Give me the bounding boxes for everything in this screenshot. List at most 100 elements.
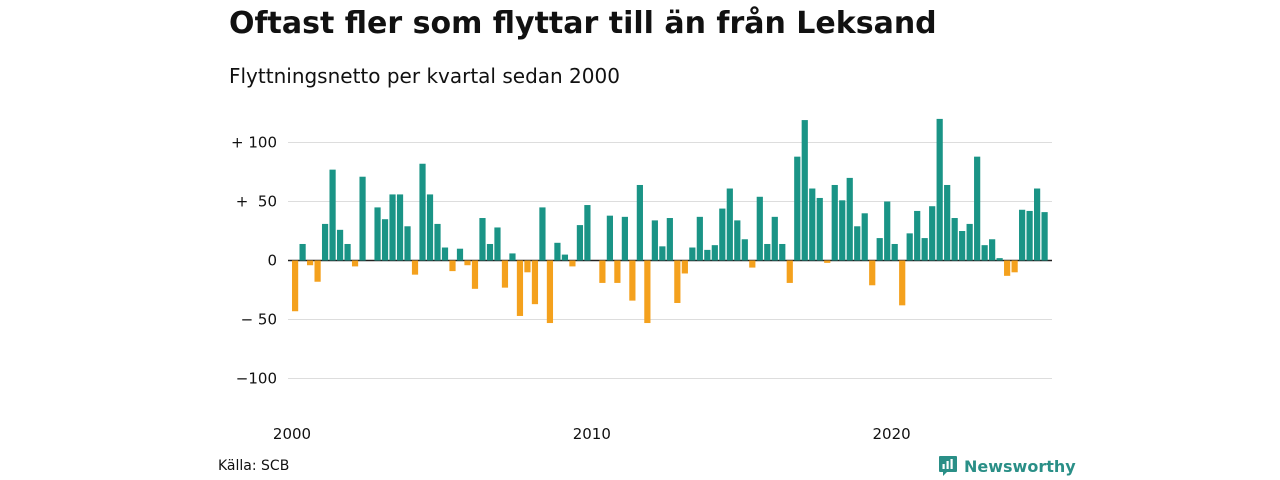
bar [981,245,988,261]
x-tick-label: 2010 [573,425,611,443]
bar [471,260,479,289]
bar [599,260,606,283]
bar [411,260,419,275]
bar [419,163,426,261]
bar [869,260,876,286]
bar [329,169,336,261]
brand-name: Newsworthy [964,456,1076,476]
bar [899,260,906,306]
bar [996,258,1003,261]
bar [396,194,404,261]
bar [374,207,381,261]
bar [794,156,801,261]
bar [809,188,816,261]
bar [516,260,524,316]
bar [306,260,314,266]
bar [381,219,389,261]
bar [734,220,741,261]
bar [704,249,711,261]
bar [1011,260,1018,273]
bar [576,225,584,261]
newsworthy-logo-icon [939,456,957,476]
bar [651,220,658,261]
bar [891,243,898,261]
bar [464,260,471,266]
bar [501,260,509,288]
bar [771,216,778,261]
bar [494,227,501,261]
bar [944,184,951,261]
bar [764,243,771,261]
bar [524,260,531,273]
bar [876,238,883,261]
y-tick-label: 0 [267,252,277,270]
bar [584,205,591,261]
bar [831,184,838,261]
bar [929,206,936,261]
bar [456,248,464,261]
bar [779,243,786,261]
bar [1019,209,1026,261]
bar [951,218,958,261]
bar [711,245,718,261]
bar [884,201,891,261]
bar [636,184,643,261]
x-tick-label: 2000 [273,425,311,443]
bar [749,260,756,268]
brand-logo: Newsworthy [938,455,1076,477]
bar [314,260,321,282]
bar [741,239,748,261]
bar [292,260,299,312]
bar [666,218,673,261]
bar [756,196,763,261]
bar [404,226,411,261]
x-tick-label: 2020 [873,425,911,443]
bar [681,260,688,274]
y-tick-label: − 50 [241,311,277,329]
bar [644,260,651,324]
chart-title: Oftast fler som flyttar till än från Lek… [229,6,937,41]
bar [486,243,494,261]
y-tick-label: + 50 [236,193,277,211]
bar [441,247,449,261]
bar [914,210,921,261]
bar [959,231,966,261]
bar [389,194,396,261]
bar [1004,260,1011,276]
bar [906,233,913,261]
bar [561,254,569,261]
bar [434,223,441,261]
bar [539,207,546,261]
bar [299,243,306,261]
bar [824,260,831,263]
bar [861,213,868,261]
bar [989,239,996,261]
bar [531,260,539,305]
bar [1026,210,1033,261]
bar [606,215,613,261]
bar [554,242,561,261]
axis-labels: + 100 + 50 0 − 50 −100 2000 2010 2020 [231,134,911,444]
bar [479,218,486,261]
bar [336,229,344,261]
source-note: Källa: SCB [218,458,290,474]
bar [344,243,351,261]
bar [974,156,981,261]
bar [509,253,516,261]
bar [689,247,696,261]
bar [726,188,733,261]
chart-subtitle: Flyttningsnetto per kvartal sedan 2000 [229,64,620,88]
bar [1034,188,1041,261]
bar [816,197,823,261]
bar [846,177,853,261]
bar [719,208,726,261]
bar [966,223,973,261]
bars [292,118,1048,324]
bar [629,260,636,301]
bar [659,246,666,261]
bar [674,260,681,303]
bar [359,176,366,261]
bar [936,118,943,261]
bar [546,260,554,324]
